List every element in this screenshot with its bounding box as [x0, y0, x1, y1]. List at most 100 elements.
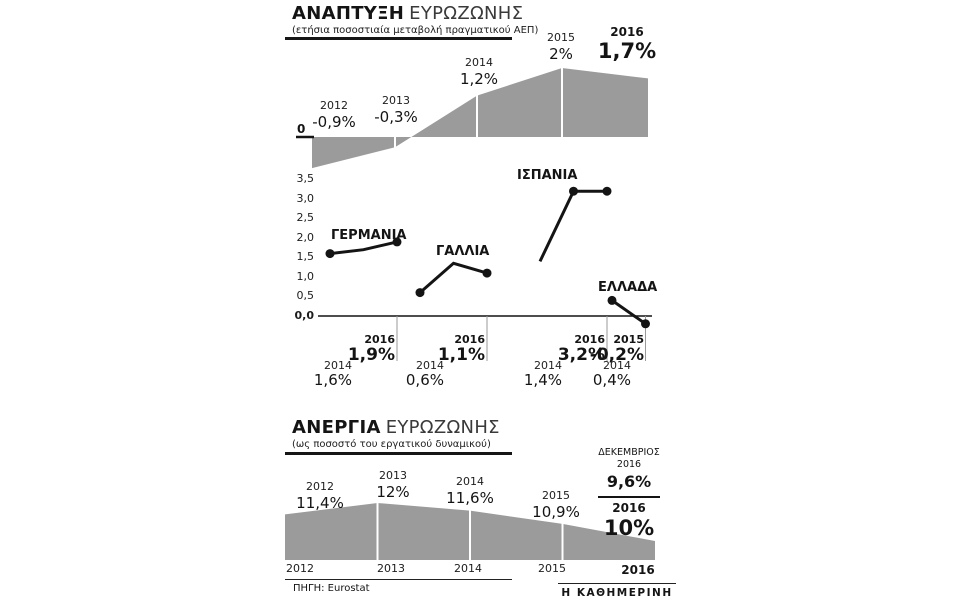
growth-point-label: 2015 2% [547, 31, 575, 63]
unemp-year-label: 2014 [456, 475, 484, 488]
unemp-axis-year: 2013 [377, 562, 405, 575]
series-dot [415, 288, 425, 298]
series-dot [325, 249, 335, 259]
series-dot [392, 237, 402, 247]
start-year: 2014 [416, 359, 444, 372]
unemployment-title-light: ΕΥΡΩΖΩΝΗΣ [385, 417, 500, 438]
unemp-year-label: 2015 [542, 489, 570, 502]
unemployment-area-chart [285, 497, 655, 560]
series-dot [641, 319, 650, 329]
growth-point-label-2016: 2016 1,7% [597, 25, 657, 63]
growth-title-bold: ΑΝΑΠΤΥΞΗ [292, 3, 405, 24]
end-value: 1,1% [437, 345, 485, 366]
end-year: 2016 [574, 333, 605, 346]
unemp-value-label: 10,9% [532, 502, 580, 521]
series-start-value-greece: 2014 0,4% [561, 359, 631, 389]
december-value: 9,6% [606, 471, 652, 491]
series-end-value-spain: 2016 3,2% [535, 333, 605, 366]
unemployment-point-label: 2012 11,4% [296, 480, 344, 512]
growth-point-label: 2012 -0,9% [312, 99, 356, 131]
series-end-value-greece: 2015 -0,2% [574, 333, 644, 366]
y-axis-tick: 1,5 [296, 250, 315, 263]
unemp-december-block: ΔΕΚΕΜΒΡΙΟΣ 2016 9,6% 2016 10% [596, 447, 662, 540]
end-value: 1,9% [347, 345, 395, 366]
series-dot [607, 295, 617, 305]
growth-value-label: -0,3% [374, 107, 418, 126]
end-year: 2016 [454, 333, 485, 346]
unemp-year-label: 2012 [306, 480, 334, 493]
y-axis-tick: 1,0 [296, 270, 315, 283]
series-start-value-germany: 2014 1,6% [282, 359, 352, 389]
series-end-value-france: 2016 1,1% [415, 333, 485, 366]
growth-point-label: 2014 1,2% [459, 56, 499, 88]
series-start-value-france: 2014 0,6% [374, 359, 444, 389]
unemp-axis-year: 2014 [454, 562, 482, 575]
growth-value-label: 2% [549, 44, 573, 63]
series-label-germany: ΓΕΡΜΑΝΙΑ [331, 228, 407, 243]
end-year: 2016 [364, 333, 395, 346]
end-year: 2015 [613, 333, 644, 346]
end-value: -0,2% [589, 345, 644, 366]
unemp-year-label: 2013 [379, 469, 407, 482]
unemp-axis-year: 2012 [286, 562, 314, 575]
growth-value-label: 1,2% [459, 69, 499, 88]
unemployment-point-label: 2015 10,9% [532, 489, 580, 521]
december-label: ΔΕΚΕΜΒΡΙΟΣ [598, 447, 660, 458]
end-value: 3,2% [557, 345, 605, 366]
december-year: 2016 [616, 459, 642, 471]
unemployment-title-bold: ΑΝΕΡΓΙΑ [292, 417, 381, 438]
y-axis-tick: 2,5 [296, 211, 315, 224]
start-value: 1,6% [313, 371, 352, 390]
growth-point-label: 2013 -0,3% [374, 94, 418, 126]
growth-value-label: 1,7% [597, 38, 657, 63]
series-dot [602, 186, 612, 196]
series-label-france: ΓΑΛΛΙΑ [436, 244, 490, 259]
y-axis-tick: 0,5 [296, 289, 315, 302]
unemployment-point-label: 2014 11,6% [446, 475, 494, 507]
start-value: 0,4% [592, 371, 631, 390]
growth-value-label: -0,9% [312, 112, 356, 131]
y-axis-tick: 2,0 [296, 231, 315, 244]
unemp-axis-year: 2015 [538, 562, 566, 575]
growth-title-light: ΕΥΡΩΖΩΝΗΣ [409, 3, 524, 24]
series-line-0 [329, 240, 398, 256]
growth-year-label: 2012 [320, 99, 348, 112]
final-value: 10% [603, 516, 655, 541]
unemp-value-label: 11,6% [446, 488, 494, 507]
y-axis-tick-zero: 0,0 [294, 309, 315, 322]
unemployment-title-rule [285, 452, 512, 455]
final-year: 2016 [612, 501, 646, 516]
unemp-value-label: 11,4% [296, 493, 344, 512]
growth-subtitle: (ετήσια ποσοστιαία μεταβολή πραγματικού … [292, 25, 539, 36]
growth-year-label: 2014 [464, 56, 493, 69]
start-value: 0,6% [405, 371, 444, 390]
series-label-greece: ΕΛΛΑΔΑ [598, 280, 658, 295]
series-dot [482, 268, 492, 278]
y-axis-tick: 3,0 [296, 192, 315, 205]
growth-zero-label: 0 [297, 122, 306, 136]
series-line-1 [419, 261, 488, 294]
growth-year-label: 2016 [610, 25, 644, 39]
start-year: 2014 [534, 359, 562, 372]
unemployment-title: ΑΝΕΡΓΙΑ ΕΥΡΩΖΩΝΗΣ [292, 417, 500, 438]
credit-block: Η ΚΑΘΗΜΕΡΙΝΗ [558, 583, 676, 599]
y-axis-tick: 3,5 [296, 172, 315, 185]
series-label-spain: ΙΣΠΑΝΙΑ [517, 168, 578, 183]
series-line-2 [538, 189, 607, 263]
credit-text: Η ΚΑΘΗΜΕΡΙΝΗ [561, 587, 673, 599]
start-year: 2014 [603, 359, 631, 372]
start-year: 2014 [324, 359, 352, 372]
source-block: ΠΗΓΗ: Eurostat [285, 579, 512, 594]
unemp-axis-year-2016: 2016 [621, 563, 655, 577]
growth-year-label: 2013 [382, 94, 410, 107]
start-value: 1,4% [523, 371, 562, 390]
series-dot [569, 186, 578, 196]
growth-title: ΑΝΑΠΤΥΞΗ ΕΥΡΩΖΩΝΗΣ [292, 3, 523, 24]
series-start-value-spain: 2014 1,4% [492, 359, 562, 389]
unemployment-subtitle: (ως ποσοστό του εργατικού δυναμικού) [292, 439, 491, 450]
december-divider [598, 496, 660, 499]
unemp-value-label: 12% [376, 482, 410, 501]
source-text: ΠΗΓΗ: Eurostat [293, 583, 370, 594]
growth-year-label: 2015 [547, 31, 575, 44]
